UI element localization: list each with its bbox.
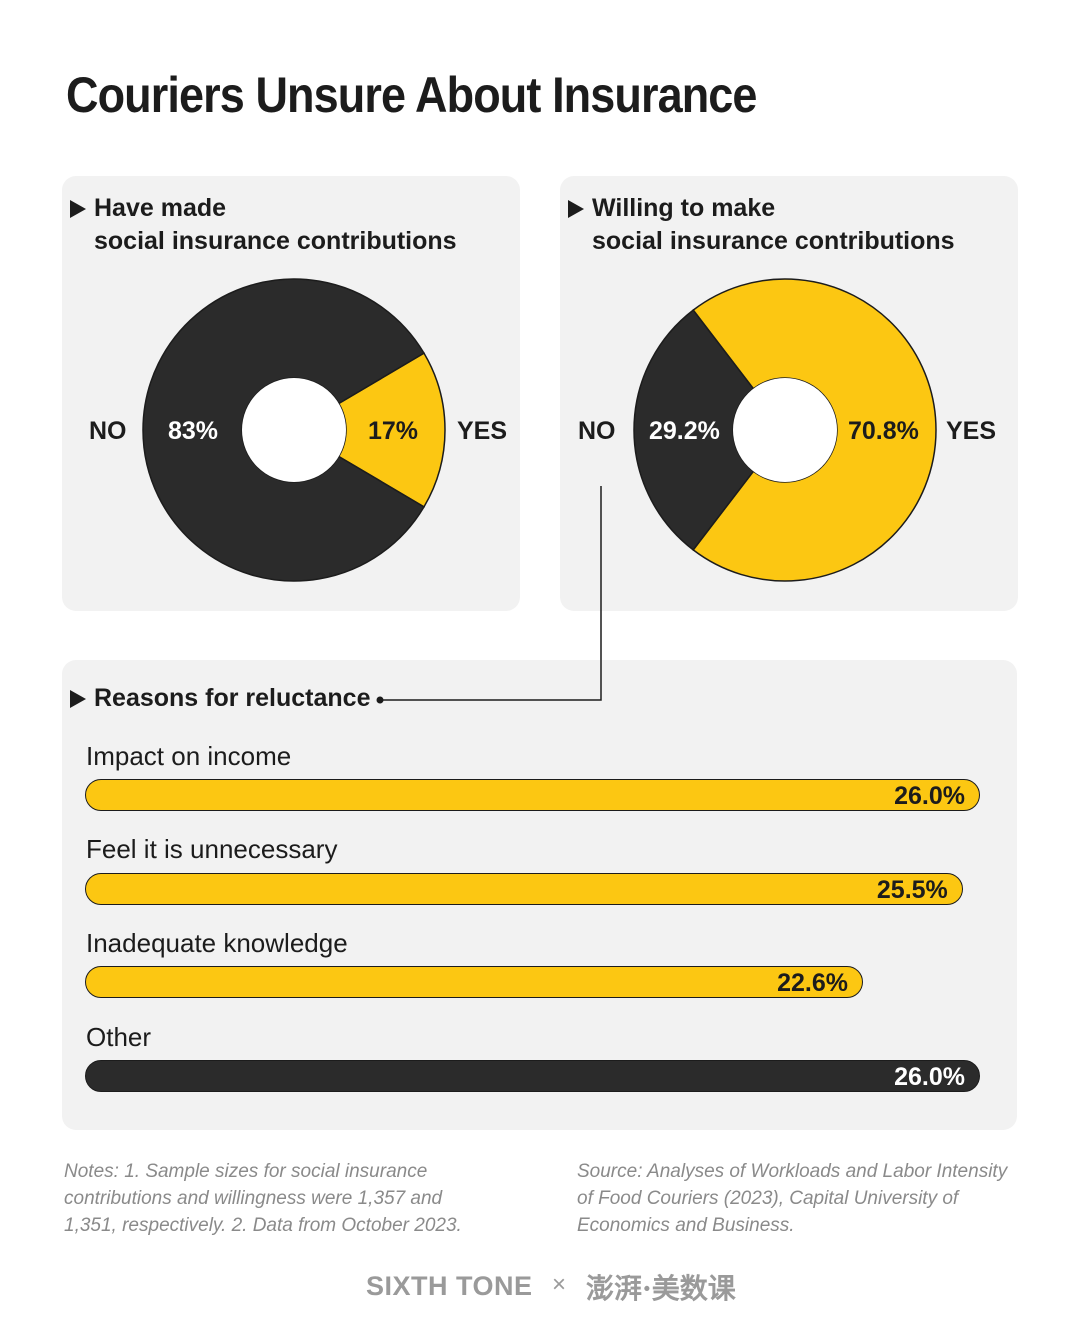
- heading-line1: Willing to make: [592, 194, 776, 222]
- bar-2: 22.6%: [85, 966, 863, 998]
- triangle-bullet-icon: [70, 690, 86, 708]
- heading-line1: Have made: [94, 194, 227, 222]
- pct-yes: 17%: [368, 417, 419, 445]
- donut-chart-willing: [633, 278, 937, 582]
- label-yes: YES: [946, 417, 997, 445]
- footer: SIXTH TONE × 澎湃·美数课: [0, 1265, 1080, 1309]
- notes-source: Source: Analyses of Workloads and Labor …: [577, 1158, 1007, 1239]
- source-line: Source: Analyses of Workloads and Labor …: [577, 1161, 1008, 1182]
- bar-value-1: 25.5%: [876, 876, 948, 904]
- triangle-bullet-icon: [568, 200, 584, 218]
- notes-line: Notes: 1. Sample sizes for social insura…: [64, 1161, 428, 1182]
- triangle-bullet-icon: [70, 200, 86, 218]
- donut-hole: [733, 378, 837, 482]
- page-title: Couriers Unsure About Insurance: [66, 67, 757, 123]
- notes-line: contributions and willingness were 1,357…: [64, 1188, 443, 1209]
- label-yes: YES: [457, 417, 508, 445]
- bar-value-3: 26.0%: [894, 1063, 965, 1091]
- source-line: Economics and Business.: [577, 1215, 795, 1236]
- bar-label-0: Impact on income: [86, 741, 292, 771]
- bar-label-3: Other: [86, 1022, 152, 1052]
- bar-value-0: 26.0%: [894, 782, 965, 810]
- label-no: NO: [89, 417, 127, 445]
- label-no: NO: [578, 417, 616, 445]
- donut-hole: [242, 378, 346, 482]
- bar-3: 26.0%: [85, 1060, 980, 1092]
- the-paper-logo: 澎湃·美数课: [586, 1272, 736, 1305]
- panel-have-made: Have made social insurance contributions…: [62, 176, 520, 611]
- bar-0: 26.0%: [85, 779, 980, 811]
- sixth-tone-logo: SIXTH TONE: [366, 1271, 533, 1301]
- bar-label-1: Feel it is unnecessary: [86, 834, 338, 864]
- bar-value-2: 22.6%: [777, 969, 848, 997]
- bar-1: 25.5%: [85, 873, 963, 905]
- panel-willing: Willing to make social insurance contrib…: [560, 176, 1018, 611]
- bar-label-2: Inadequate knowledge: [86, 928, 348, 958]
- pct-no: 29.2%: [649, 417, 720, 445]
- reasons-title: Reasons for reluctance: [94, 684, 371, 712]
- pct-yes: 70.8%: [848, 417, 919, 445]
- pct-no: 83%: [168, 417, 219, 445]
- notes-line: 1,351, respectively. 2. Data from Octobe…: [64, 1215, 462, 1236]
- notes-left: Notes: 1. Sample sizes for social insura…: [64, 1158, 462, 1239]
- heading-line2: social insurance contributions: [94, 227, 457, 255]
- donut-chart-have-made: [142, 278, 446, 582]
- times-icon: ×: [552, 1271, 567, 1298]
- source-line: of Food Couriers (2023), Capital Univers…: [577, 1188, 959, 1209]
- heading-line2: social insurance contributions: [592, 227, 955, 255]
